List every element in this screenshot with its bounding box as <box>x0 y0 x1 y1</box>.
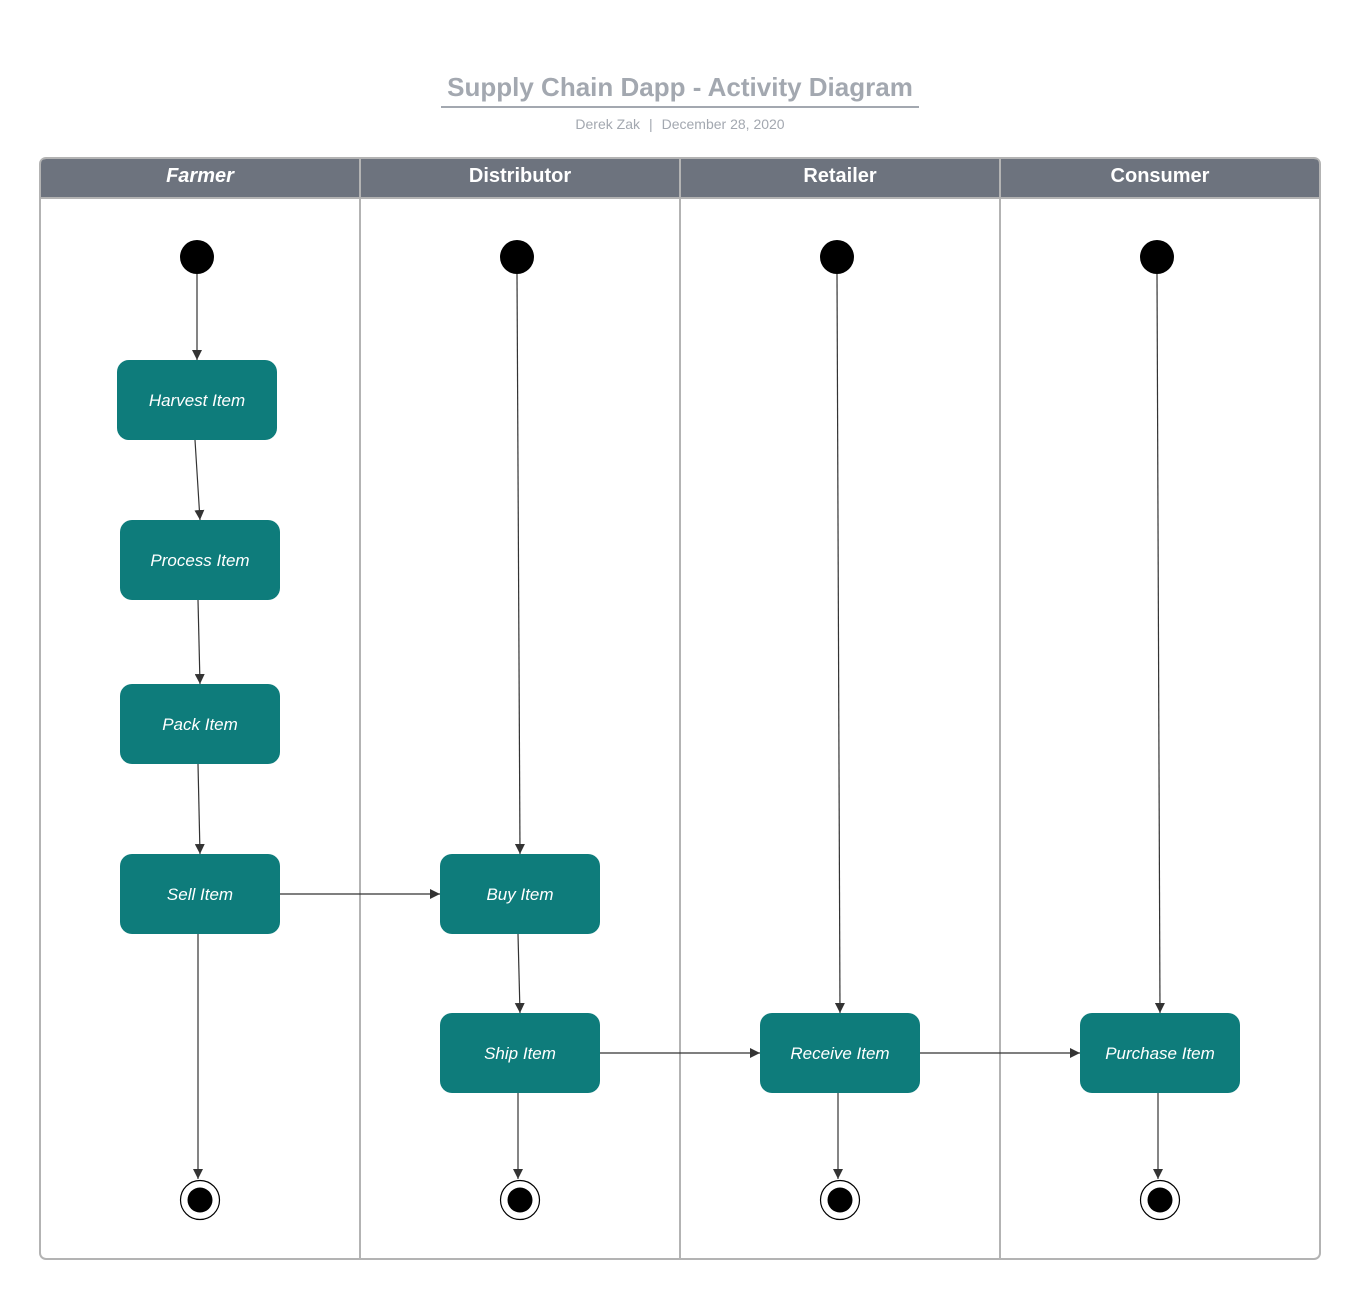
start-node-consumer <box>1140 240 1174 274</box>
subtitle-separator: | <box>648 116 653 132</box>
start-node-retailer <box>820 240 854 274</box>
flow-arrow-start-retailer-to-receive <box>834 273 845 1014</box>
diagram-date: December 28, 2020 <box>661 116 785 132</box>
activity-box <box>760 1013 920 1093</box>
activity-label: Receive Item <box>790 1044 889 1063</box>
diagram-title: Supply Chain Dapp - Activity Diagram <box>441 72 919 108</box>
activity-box <box>120 520 280 600</box>
activity-label: Process Item <box>150 551 249 570</box>
lane-header-farmer: Farmer <box>166 165 235 187</box>
end-node-dot <box>187 1187 213 1213</box>
activity-box <box>120 684 280 764</box>
lane-header-distributor: Distributor <box>469 165 571 187</box>
flow-arrow-buy-to-ship <box>514 933 525 1014</box>
diagram-subtitle: Derek Zak | December 28, 2020 <box>0 116 1360 132</box>
activity-label: Harvest Item <box>149 391 245 410</box>
flow-arrow-start-consumer-to-purchase <box>1154 273 1165 1014</box>
flow-arrow-pack-to-sell <box>194 763 205 855</box>
activity-box <box>440 854 600 934</box>
activity-box <box>440 1013 600 1093</box>
activity-label: Sell Item <box>167 885 233 904</box>
activity-ship: Ship Item <box>440 1013 600 1093</box>
activity-box <box>117 360 277 440</box>
author-name: Derek Zak <box>575 116 640 132</box>
activity-box <box>120 854 280 934</box>
activity-buy: Buy Item <box>440 854 600 934</box>
end-node-dot <box>507 1187 533 1213</box>
end-node-retailer <box>819 1179 861 1221</box>
end-node-distributor <box>499 1179 541 1221</box>
lane-header-retailer: Retailer <box>803 165 877 187</box>
activity-purchase: Purchase Item <box>1080 1013 1240 1093</box>
activity-label: Buy Item <box>486 885 553 904</box>
end-node-consumer <box>1139 1179 1181 1221</box>
start-node-distributor <box>500 240 534 274</box>
activity-harvest: Harvest Item <box>117 360 277 440</box>
end-node-dot <box>827 1187 853 1213</box>
flow-arrow-process-to-pack <box>194 599 205 685</box>
activity-process: Process Item <box>120 520 280 600</box>
activity-box <box>1080 1013 1240 1093</box>
title-block: Supply Chain Dapp - Activity Diagram Der… <box>0 72 1360 132</box>
start-node-farmer <box>180 240 214 274</box>
flow-arrow-harvest-to-process <box>194 439 205 521</box>
lane-header-consumer: Consumer <box>1111 165 1210 187</box>
activity-label: Ship Item <box>484 1044 556 1063</box>
activity-receive: Receive Item <box>760 1013 920 1093</box>
end-node-dot <box>1147 1187 1173 1213</box>
flow-arrow-start-distributor-to-buy <box>514 273 525 855</box>
activity-label: Pack Item <box>162 715 238 734</box>
activity-pack: Pack Item <box>120 684 280 764</box>
end-node-farmer <box>179 1179 221 1221</box>
activity-sell: Sell Item <box>120 854 280 934</box>
activity-label: Purchase Item <box>1105 1044 1215 1063</box>
